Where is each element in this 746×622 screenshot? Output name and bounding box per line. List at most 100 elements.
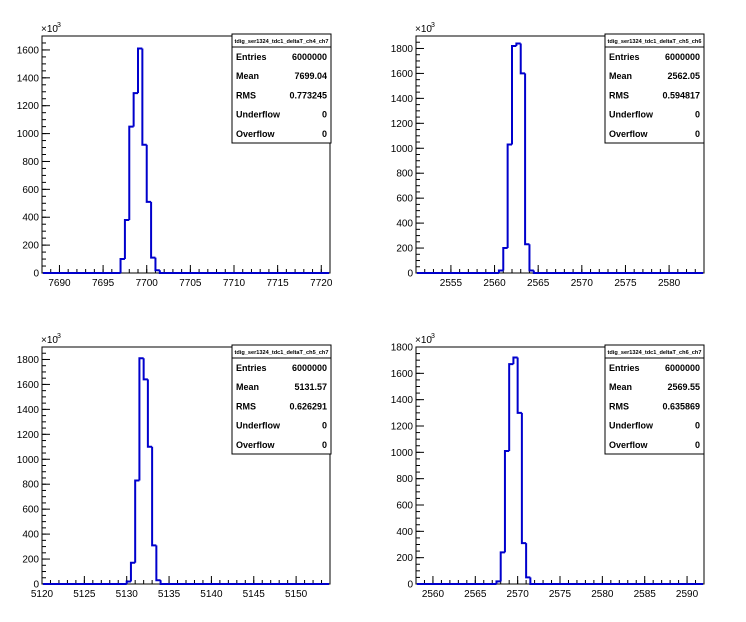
- y-exponent-power: 3: [57, 333, 61, 340]
- x-tick-label: 2565: [464, 589, 487, 600]
- histogram-bin: [525, 543, 531, 579]
- y-tick-label: 800: [22, 157, 39, 168]
- x-tick-label: 2575: [549, 589, 572, 600]
- histogram-bin: [145, 144, 152, 203]
- y-tick-label: 0: [33, 269, 39, 280]
- histogram-bin: [151, 446, 157, 547]
- y-tick-label: 200: [396, 244, 413, 255]
- x-tick-label: 7690: [48, 278, 71, 289]
- histogram-bin: [146, 379, 153, 448]
- y-tick-label: 800: [22, 480, 39, 491]
- stats-value-entries: 6000000: [665, 52, 700, 62]
- histogram-bin: [519, 43, 526, 75]
- y-tick-label: 200: [22, 241, 39, 252]
- stats-label-overflow: Overflow: [236, 129, 276, 139]
- y-exponent-label: ×10: [41, 24, 58, 35]
- stats-value-overflow: 0: [322, 129, 327, 139]
- stats-value-mean: 7699.04: [294, 71, 327, 81]
- y-tick-label: 400: [22, 530, 39, 541]
- stats-value-entries: 6000000: [292, 52, 327, 62]
- stats-box: tdig_ser1324_tdc1_deltaT_ch5_ch6 Entries 6…: [604, 33, 705, 144]
- histogram-bin: [123, 219, 130, 260]
- x-tick-label: 7720: [310, 278, 333, 289]
- stats-value-rms: 0.626291: [289, 401, 327, 411]
- stats-value-mean: 5131.57: [294, 382, 327, 392]
- y-tick-label: 1200: [391, 119, 414, 130]
- stats-box: tdig_ser1324_tdc1_deltaT_ch4_ch7 Entries 6…: [231, 33, 332, 144]
- histogram-bin: [129, 561, 136, 582]
- y-exponent-power: 3: [431, 22, 435, 29]
- y-tick-label: 1200: [391, 422, 414, 433]
- histogram-bin: [502, 247, 508, 271]
- histogram-tail: [159, 580, 329, 585]
- y-tick-label: 1600: [391, 369, 414, 380]
- x-tick-label: 7705: [179, 278, 202, 289]
- histogram-bin: [506, 143, 512, 249]
- y-tick-label: 600: [22, 185, 39, 196]
- stats-title: tdig_ser1324_tdc1_deltaT_ch4_ch7: [235, 39, 329, 45]
- stats-value-mean: 2569.55: [667, 382, 700, 392]
- x-tick-label: 2565: [527, 278, 550, 289]
- histogram-tail: [158, 270, 329, 274]
- stats-value-overflow: 0: [695, 440, 700, 450]
- y-exponent-label: ×10: [415, 335, 432, 346]
- stats-label-underflow: Underflow: [609, 421, 654, 431]
- stats-box-frame: [604, 344, 705, 455]
- histogram-bin: [503, 450, 510, 553]
- histogram-bin: [495, 580, 501, 584]
- x-tick-label: 5150: [285, 589, 308, 600]
- x-tick-label: 5145: [243, 589, 266, 600]
- x-tick-label: 7710: [223, 278, 246, 289]
- y-tick-label: 1200: [17, 430, 40, 441]
- y-tick-label: 1600: [391, 69, 414, 80]
- histogram-panel-4: 0 200 400 600 800 1000 1200 1400 1600 1800 2560 256…: [391, 333, 705, 600]
- stats-label-entries: Entries: [609, 363, 640, 373]
- y-tick-label: 200: [396, 553, 413, 564]
- x-tick-label: 2580: [591, 589, 614, 600]
- histogram-bin: [528, 244, 534, 272]
- x-tick-label: 2585: [634, 589, 657, 600]
- y-tick-label: 1600: [17, 45, 40, 56]
- histogram-bin: [128, 125, 134, 221]
- x-tick-label: 7700: [136, 278, 159, 289]
- histogram-bins: [497, 42, 534, 273]
- y-tick-label: 1400: [17, 405, 40, 416]
- y-tick-label: 1600: [17, 380, 40, 391]
- x-tick-label: 2570: [507, 589, 530, 600]
- stats-value-rms: 0.635869: [662, 401, 700, 411]
- x-tick-label: 5130: [116, 589, 139, 600]
- stats-title: tdig_ser1324_tdc1_deltaT_ch6_ch7: [608, 350, 702, 356]
- stats-box-frame: [231, 33, 332, 144]
- histogram-bin: [155, 545, 161, 582]
- histogram-panel-2: 0 200 400 600 800 1000 1200 1400 1600 1800 2555 256…: [391, 22, 705, 289]
- stats-value-underflow: 0: [322, 421, 327, 431]
- x-tick-label: 2560: [422, 589, 445, 600]
- histogram-bins: [495, 356, 531, 584]
- y-tick-label: 1000: [391, 448, 414, 459]
- y-tick-label: 600: [396, 501, 413, 512]
- stats-box-frame: [604, 33, 705, 144]
- stats-value-rms: 0.594817: [662, 90, 700, 100]
- stats-label-underflow: Underflow: [236, 421, 281, 431]
- x-tick-label: 2560: [483, 278, 506, 289]
- stats-value-overflow: 0: [695, 129, 700, 139]
- y-tick-label: 200: [22, 555, 39, 566]
- histogram-bin: [137, 47, 143, 94]
- y-exponent-label: ×10: [415, 24, 432, 35]
- x-tick-label: 5140: [200, 589, 223, 600]
- x-tick-label: 2590: [676, 589, 699, 600]
- stats-label-rms: RMS: [609, 90, 629, 100]
- histogram-bin: [125, 580, 131, 584]
- histogram-bin: [154, 257, 160, 272]
- x-tick-label: 5120: [31, 589, 54, 600]
- stats-label-rms: RMS: [236, 90, 256, 100]
- stats-label-rms: RMS: [609, 401, 629, 411]
- stats-label-mean: Mean: [609, 382, 632, 392]
- x-tick-label: 2580: [658, 278, 681, 289]
- stats-label-overflow: Overflow: [609, 129, 649, 139]
- y-tick-label: 1000: [391, 144, 414, 155]
- y-tick-label: 0: [407, 269, 413, 280]
- histogram-bin: [134, 479, 140, 563]
- y-tick-label: 1000: [17, 129, 40, 140]
- y-tick-label: 600: [396, 194, 413, 205]
